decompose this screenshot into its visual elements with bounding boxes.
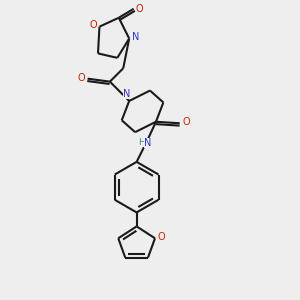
Text: O: O: [89, 20, 97, 30]
Text: O: O: [78, 73, 86, 83]
Text: N: N: [132, 32, 140, 42]
Text: N: N: [144, 138, 152, 148]
Text: O: O: [182, 117, 190, 128]
Text: H: H: [138, 138, 145, 147]
Text: N: N: [123, 89, 130, 99]
Text: O: O: [157, 232, 165, 242]
Text: O: O: [136, 4, 143, 14]
